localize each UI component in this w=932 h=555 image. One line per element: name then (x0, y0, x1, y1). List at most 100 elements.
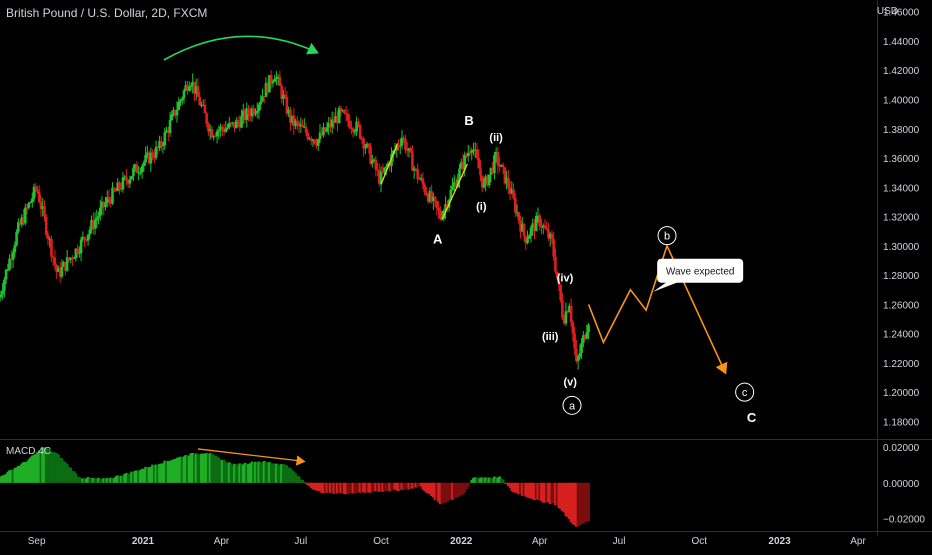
candle-down (284, 95, 287, 97)
macd-bar (502, 479, 505, 482)
candle-down (34, 187, 37, 190)
candle-up (104, 203, 107, 208)
candle-down (561, 300, 564, 318)
candle-down (423, 185, 426, 193)
candle-down (43, 206, 46, 217)
trend-segment (442, 164, 467, 220)
candle-up (5, 270, 8, 280)
candle-down (36, 189, 39, 191)
candle-up (273, 79, 276, 82)
price-tick-label: 1.44000 (883, 37, 920, 48)
candle-up (132, 168, 135, 176)
candle-down (348, 121, 351, 128)
price-tick-label: 1.26000 (883, 300, 920, 311)
candle-down (523, 224, 526, 236)
candle-down (197, 86, 200, 97)
candle-down (153, 157, 156, 158)
candle-up (385, 167, 388, 168)
candle-down (552, 239, 555, 257)
candle-down (437, 208, 440, 211)
candle-up (354, 132, 357, 133)
candle-down (375, 159, 378, 169)
candle-down (514, 198, 517, 212)
time-tick-label: Jul (294, 536, 307, 547)
candle-up (256, 111, 259, 113)
candle-up (141, 166, 144, 172)
candle-up (526, 239, 529, 243)
candle-up (272, 82, 275, 83)
candle-up (226, 127, 229, 128)
trend-segment (381, 143, 398, 184)
candle-down (477, 158, 480, 169)
candle-up (579, 353, 582, 357)
price-tick-label: 1.38000 (883, 125, 920, 136)
candle-up (399, 145, 402, 146)
candle-up (488, 175, 491, 186)
candle-down (554, 257, 557, 272)
candle-down (570, 306, 573, 322)
candle-down (52, 257, 55, 258)
candle-up (169, 120, 172, 133)
price-tick-label: 1.22000 (883, 359, 920, 370)
candle-down (362, 138, 365, 148)
candle-up (586, 332, 589, 338)
top-arc-arrow (164, 36, 317, 60)
candle-up (29, 202, 32, 203)
candle-down (118, 183, 121, 189)
candle-down (502, 165, 505, 168)
candle-up (177, 102, 180, 110)
candle-down (237, 120, 240, 122)
candle-down (301, 125, 304, 127)
candle-up (1, 291, 4, 295)
candle-down (305, 127, 308, 133)
candle-down (512, 190, 515, 198)
candle-up (73, 258, 76, 259)
candle-up (530, 228, 533, 236)
candle-up (27, 203, 30, 208)
wave-label: A (433, 232, 443, 247)
candle-up (181, 98, 184, 100)
candle-down (47, 235, 50, 240)
candle-up (258, 104, 261, 111)
candle-up (143, 162, 146, 166)
candle-up (317, 139, 320, 145)
candle-down (26, 208, 29, 209)
macd-bar (469, 483, 472, 484)
candle-down (83, 237, 86, 239)
candle-down (296, 121, 299, 123)
candle-down (45, 217, 48, 235)
price-tick-label: 1.36000 (883, 154, 920, 165)
candle-up (176, 110, 179, 116)
time-tick-label: Apr (214, 536, 230, 547)
candle-up (97, 216, 100, 218)
callout-pointer (653, 282, 679, 292)
time-tick-label: 2023 (768, 536, 791, 547)
candle-up (12, 252, 15, 259)
candle-down (204, 105, 207, 113)
candle-down (279, 77, 282, 86)
candle-down (573, 333, 576, 348)
candle-up (89, 230, 92, 235)
wave-label: (iii) (542, 331, 559, 343)
time-tick-label: Sep (28, 536, 46, 547)
time-tick-label: Oct (373, 536, 389, 547)
wave-label: (v) (564, 376, 578, 388)
candle-down (125, 177, 128, 181)
candle-up (129, 179, 132, 183)
candle-down (422, 178, 425, 184)
candle-down (559, 285, 562, 300)
candle-down (545, 228, 548, 229)
candle-up (364, 147, 367, 148)
candle-down (402, 138, 405, 139)
candle-up (80, 240, 83, 254)
candle-down (108, 197, 111, 200)
candle-down (50, 239, 53, 257)
candle-up (216, 131, 219, 136)
candle-up (155, 147, 158, 158)
candle-up (225, 128, 228, 131)
candle-down (425, 192, 428, 195)
candle-up (190, 86, 193, 87)
time-tick-label: 2022 (450, 536, 473, 547)
candle-down (469, 153, 472, 154)
